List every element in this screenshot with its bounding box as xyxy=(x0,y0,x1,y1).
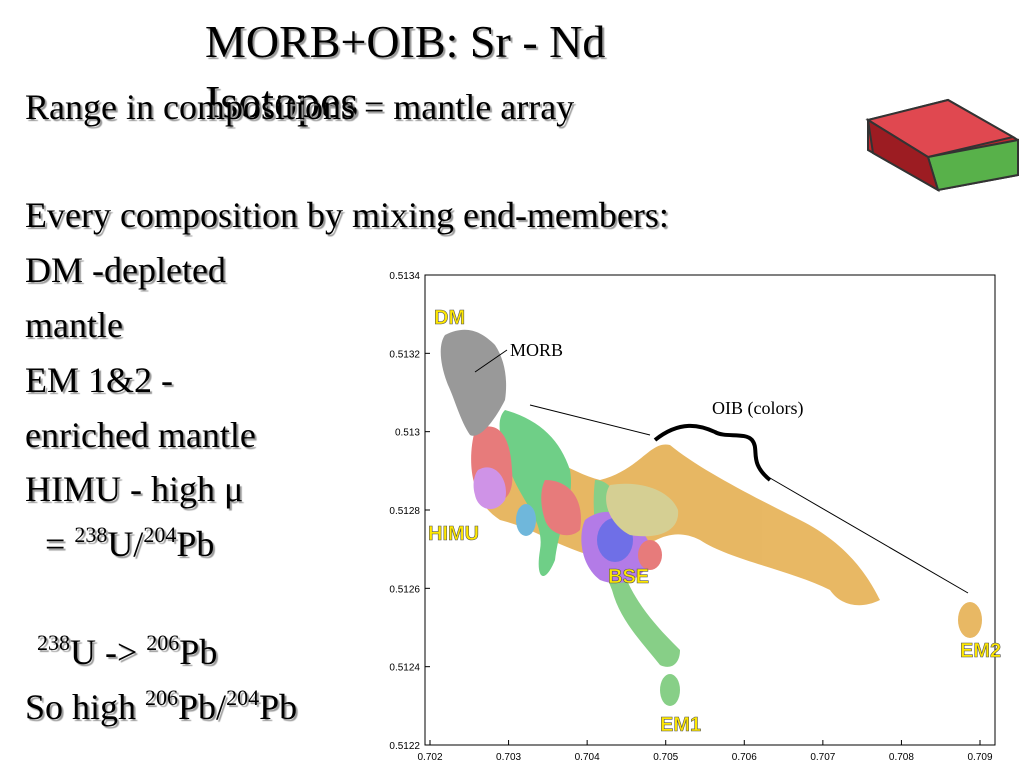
x-tick-label: 0.705 xyxy=(653,752,678,763)
body-line: DM -depleted xyxy=(25,249,226,291)
y-tick-label: 0.5122 xyxy=(389,741,420,752)
text-run: U -> xyxy=(70,632,147,672)
endmember-label: BSE xyxy=(608,566,649,588)
endmember-label: EM2 xyxy=(960,640,1001,662)
text-run: mantle xyxy=(25,305,123,345)
text-run: enriched mantle xyxy=(25,415,256,455)
y-tick-label: 0.5132 xyxy=(389,349,420,360)
text-run: HIMU - high μ xyxy=(25,469,244,509)
text-run: Pb xyxy=(259,687,298,727)
body-line: 238U -> 206Pb xyxy=(37,631,217,673)
title-line: MORB+OIB: Sr - Nd xyxy=(205,16,606,67)
y-tick-label: 0.5124 xyxy=(389,663,420,674)
endmember-label: EM1 xyxy=(660,714,701,736)
y-tick-label: 0.5134 xyxy=(389,271,420,282)
annotation: MORB xyxy=(510,340,563,360)
text-run: DM -depleted xyxy=(25,250,226,290)
body-line: Range in compositions = mantle array xyxy=(25,86,574,128)
text-run: So high xyxy=(25,687,146,727)
x-tick-label: 0.707 xyxy=(810,752,835,763)
endmember-label: HIMU xyxy=(428,523,479,545)
y-tick-label: 0.513 xyxy=(395,428,420,439)
superscript: 204 xyxy=(226,685,260,710)
body-line: mantle xyxy=(25,304,123,346)
text-run: Pb/ xyxy=(178,687,227,727)
axes: 0.5134 0.5132 0.513 0.5128 0.5126 0.5124 0.512… xyxy=(389,271,993,763)
fields xyxy=(440,329,982,706)
text-run: = xyxy=(45,524,75,564)
leader-line xyxy=(769,477,969,594)
brace xyxy=(653,423,772,482)
x-tick-label: 0.703 xyxy=(496,752,521,763)
superscript: 204 xyxy=(143,522,177,547)
text-run: EM 1&2 - xyxy=(25,360,173,400)
superscript: 206 xyxy=(145,685,179,710)
text-run: Pb xyxy=(176,524,215,564)
x-tick-label: 0.702 xyxy=(417,752,442,763)
body-line: Every composition by mixing end-members: xyxy=(25,194,669,236)
x-tick-label: 0.708 xyxy=(889,752,914,763)
body-line: = 238U/204Pb xyxy=(45,523,214,565)
book-icon xyxy=(865,98,1019,193)
text-run: U/ xyxy=(107,524,144,564)
superscript: 206 xyxy=(146,630,180,655)
annotation: OIB (colors) xyxy=(712,398,803,419)
text-run: Every composition by mixing end-members: xyxy=(25,195,669,235)
body-line: EM 1&2 - xyxy=(25,359,173,401)
superscript: 238 xyxy=(74,522,108,547)
x-tick-label: 0.709 xyxy=(967,752,992,763)
y-tick-label: 0.5126 xyxy=(389,584,420,595)
y-tick-label: 0.5128 xyxy=(389,506,420,517)
title-line: Isotopes xyxy=(205,76,359,127)
x-tick-label: 0.704 xyxy=(575,752,600,763)
superscript: 238 xyxy=(37,630,70,655)
slide-title: MORB+OIB: Sr - Nd Isotopes xyxy=(205,12,605,132)
text-run: Range in compositions = mantle array xyxy=(25,87,575,127)
x-tick-label: 0.706 xyxy=(732,752,757,763)
text-run: Pb xyxy=(179,632,218,672)
leader-line xyxy=(474,349,508,373)
leader-line xyxy=(529,404,651,436)
body-line: So high 206Pb/204Pb xyxy=(25,686,297,728)
body-line: enriched mantle xyxy=(25,414,256,456)
body-line: HIMU - high μ xyxy=(25,468,243,510)
endmember-label: DM xyxy=(434,307,465,329)
